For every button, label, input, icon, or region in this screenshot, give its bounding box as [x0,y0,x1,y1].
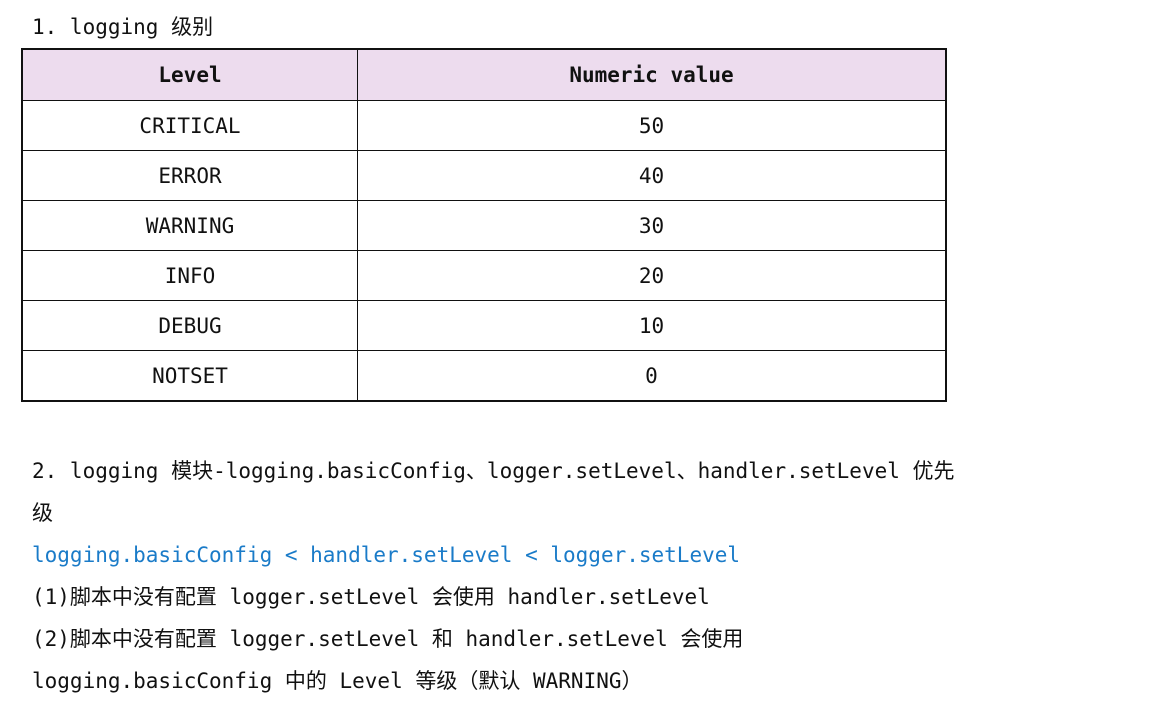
note-2-line1: (2)脚本中没有配置 logger.setLevel 和 handler.set… [32,627,744,651]
table-row: INFO 20 [21,250,947,301]
table-header-row: Level Numeric value [21,48,947,101]
value-cell: 20 [357,250,947,301]
value-cell: 50 [357,100,947,151]
table-row: CRITICAL 50 [21,100,947,151]
table-row: DEBUG 10 [21,300,947,351]
logging-levels-table: Level Numeric value CRITICAL 50 ERROR 40 W… [21,48,947,402]
table-row: NOTSET 0 [21,350,947,402]
value-cell: 40 [357,150,947,201]
section2: 2. logging 模块-logging.basicConfig、logger… [32,450,1142,702]
level-cell: INFO [21,250,358,301]
section2-heading-line2: 级 [32,501,53,525]
value-cell: 0 [357,350,947,402]
priority-order: logging.basicConfig < handler.setLevel <… [32,543,741,567]
header-numeric-value: Numeric value [357,48,947,101]
note-1: (1)脚本中没有配置 logger.setLevel 会使用 handler.s… [32,585,710,609]
level-cell: DEBUG [21,300,358,351]
header-level: Level [21,48,358,101]
table-row: ERROR 40 [21,150,947,201]
level-cell: ERROR [21,150,358,201]
level-cell: WARNING [21,200,358,251]
level-cell: CRITICAL [21,100,358,151]
note-2-line2: logging.basicConfig 中的 Level 等级（默认 WARNI… [32,669,643,693]
section2-heading-line1: 2. logging 模块-logging.basicConfig、logger… [32,459,955,483]
section1-heading: 1. logging 级别 [32,15,214,39]
value-cell: 30 [357,200,947,251]
level-cell: NOTSET [21,350,358,402]
value-cell: 10 [357,300,947,351]
section2-heading: 2. logging 模块-logging.basicConfig、logger… [32,450,1142,534]
table-row: WARNING 30 [21,200,947,251]
